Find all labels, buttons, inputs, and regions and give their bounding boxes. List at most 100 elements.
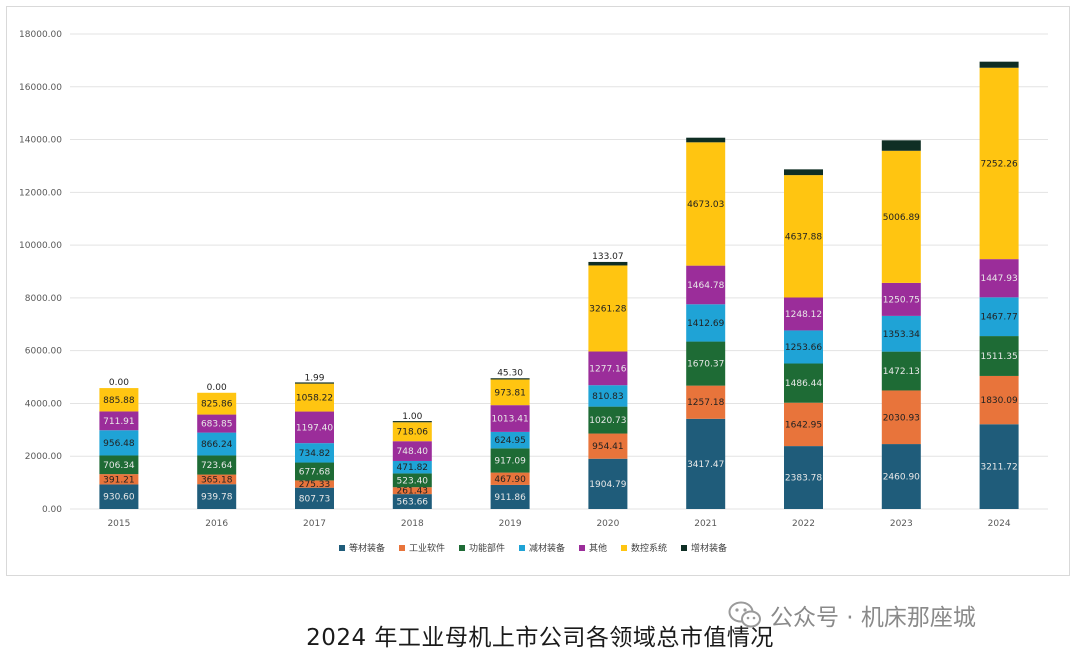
data-label: 677.68 (299, 467, 331, 477)
data-label: 0.00 (207, 383, 227, 393)
bar-segment (392, 494, 432, 509)
data-label: 523.40 (397, 476, 429, 486)
bar-segment (588, 261, 628, 266)
bar-segment (197, 392, 237, 415)
bar-segment (588, 351, 628, 386)
bar-segment (197, 432, 237, 456)
legend-swatch (459, 545, 465, 551)
legend-swatch (339, 545, 345, 551)
watermark-text: 公众号 · 机床那座城 (770, 605, 976, 631)
data-label: 1058.22 (296, 394, 333, 404)
legend-swatch (681, 545, 687, 551)
bar-segment (295, 383, 334, 412)
bar-segment (979, 375, 1019, 425)
legend-label: 减材装备 (529, 542, 565, 554)
bar-segment (197, 455, 237, 475)
data-label: 706.34 (103, 461, 135, 471)
data-label: 1670.37 (687, 360, 724, 370)
x-tick-label: 2016 (205, 519, 228, 529)
data-label: 1257.18 (687, 398, 724, 408)
bar-segment (784, 330, 823, 364)
data-label: 1642.95 (785, 420, 822, 430)
y-tick-label: 0.00 (42, 505, 62, 515)
data-label: 1830.09 (980, 396, 1017, 406)
legend-label: 等材装备 (349, 542, 385, 554)
data-label: 973.81 (494, 388, 526, 398)
data-label: 1904.79 (589, 480, 626, 490)
data-label: 1250.75 (883, 295, 920, 305)
data-label: 718.06 (397, 428, 429, 438)
x-tick-label: 2017 (303, 519, 326, 529)
data-label: 1472.13 (883, 367, 920, 377)
data-label: 956.48 (103, 439, 135, 449)
data-label: 917.09 (494, 456, 526, 466)
bar-segment (784, 169, 823, 176)
legend-swatch (399, 545, 405, 551)
legend: 等材装备 工业软件 功能部件 减材装备 其他 数控系统 增材装备 (339, 542, 727, 554)
data-label: 930.60 (103, 493, 135, 503)
bar-segment (784, 402, 823, 447)
data-label: 2460.90 (883, 473, 920, 483)
data-label: 825.86 (201, 400, 233, 410)
data-label: 1412.69 (687, 319, 724, 329)
legend-swatch (579, 545, 585, 551)
bar-segment (979, 259, 1019, 298)
bar-segment (979, 297, 1019, 337)
bar-segment (979, 67, 1019, 260)
x-tick-label: 2023 (890, 519, 913, 529)
bar-segment (392, 421, 432, 423)
bar-segment (979, 424, 1019, 509)
bar-segment (881, 315, 921, 352)
bars: 930.60 391.21 706.34 956.48 711.91 885.88 0.00… (99, 61, 1019, 509)
bar-segment (588, 458, 628, 509)
bar-segment (99, 474, 139, 485)
data-label: 2030.93 (883, 413, 920, 423)
data-label: 4673.03 (687, 200, 724, 210)
bar-segment (686, 265, 726, 305)
y-tick-label: 6000.00 (25, 347, 62, 357)
bar-segment (588, 433, 628, 459)
bar-segment (295, 462, 334, 481)
bar-segment (99, 430, 139, 456)
data-label: 7252.26 (980, 159, 1017, 169)
bar-segment (295, 480, 334, 488)
data-label: 133.07 (592, 252, 624, 262)
chart-caption: 2024 年工业母机上市公司各领域总市值情况 (306, 625, 774, 651)
bar-segment (686, 385, 726, 419)
data-label: 1277.16 (589, 364, 626, 374)
bar-segment (490, 378, 530, 380)
data-label: 885.88 (103, 396, 135, 406)
data-label: 807.73 (299, 494, 331, 504)
bar-segment (784, 363, 823, 403)
data-label: 4637.88 (785, 232, 822, 242)
bar-segment (490, 472, 530, 485)
bar-segment (784, 297, 823, 331)
bar-segment (588, 385, 628, 407)
data-label: 471.82 (397, 463, 429, 473)
y-tick-label: 16000.00 (19, 83, 62, 93)
bar-segment (295, 382, 334, 384)
data-label: 748.40 (397, 447, 429, 457)
bar-segment (979, 336, 1019, 376)
legend-label: 其他 (589, 542, 607, 554)
bar-segment (686, 137, 726, 143)
y-tick-label: 2000.00 (25, 452, 62, 462)
data-label: 954.41 (592, 442, 624, 452)
data-label: 624.95 (494, 436, 526, 446)
bar-segment (881, 390, 921, 445)
bar-segment (490, 484, 530, 509)
y-tick-label: 8000.00 (25, 294, 62, 304)
bar-segment (197, 414, 237, 433)
x-axis: 2015 2016 2017 2018 2019 2020 2021 2022 2023 2024 (107, 519, 1010, 529)
data-label: 939.78 (201, 493, 233, 503)
data-label: 365.18 (201, 475, 233, 485)
bar-segment (99, 411, 139, 431)
data-label: 1.00 (402, 412, 422, 422)
bar-segment (686, 341, 726, 386)
bar-segment (686, 418, 726, 509)
data-label: 275.33 (299, 480, 331, 490)
data-label: 1013.41 (491, 415, 528, 425)
y-tick-label: 14000.00 (19, 136, 62, 146)
x-tick-label: 2022 (792, 519, 815, 529)
bar-segment (784, 175, 823, 298)
